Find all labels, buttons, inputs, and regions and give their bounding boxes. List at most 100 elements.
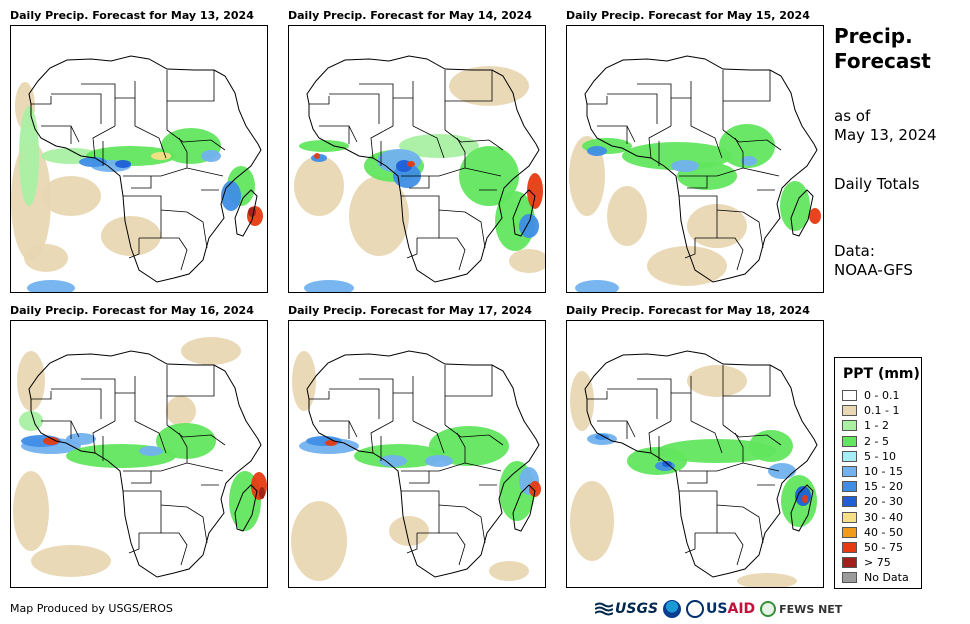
- panel-title: Daily Precip. Forecast for May 18, 2024: [566, 304, 810, 317]
- rain-patch: [292, 351, 316, 411]
- country-border: [734, 432, 744, 463]
- legend-label: 5 - 10: [864, 449, 896, 463]
- country-border: [671, 97, 692, 126]
- africa-map-svg: [11, 55, 263, 292]
- rain-patch: [429, 426, 509, 466]
- country-border: [607, 388, 658, 419]
- country-border: [309, 96, 330, 105]
- legend-swatch: [842, 572, 857, 584]
- rain-patch: [768, 463, 796, 479]
- madagascar-coastline: [512, 189, 536, 237]
- country-border: [319, 125, 358, 143]
- country-border: [679, 462, 780, 472]
- country-border: [587, 96, 608, 105]
- legend-item: No Data: [842, 570, 909, 585]
- country-border: [637, 378, 672, 421]
- precip-map: [566, 320, 824, 588]
- precip-map: [288, 320, 546, 588]
- legend-swatch: [842, 450, 857, 462]
- rain-patch: [587, 146, 607, 156]
- country-border: [393, 97, 414, 126]
- country-border: [115, 97, 136, 126]
- usaid-logo: US AID: [686, 600, 755, 618]
- country-border: [406, 238, 418, 259]
- country-border: [734, 137, 744, 168]
- country-border: [717, 532, 744, 566]
- legend-swatch: [842, 511, 857, 523]
- rain-patch: [17, 351, 45, 411]
- legend-swatch: [842, 435, 857, 447]
- country-border: [167, 365, 215, 397]
- africa-coastline: [584, 350, 818, 578]
- legend-list: 0 - 0.1 0.1 - 1 1 - 2 2 - 5 5 - 10 10 - …: [842, 388, 909, 585]
- rain-patch: [156, 423, 216, 459]
- legend-item: 50 - 75: [842, 540, 909, 555]
- country-border: [329, 388, 380, 419]
- forecast-panel-5: Daily Precip. Forecast for May 17, 2024: [288, 304, 546, 588]
- legend-swatch: [842, 526, 857, 538]
- fews-net-logo: FEWS NET: [760, 601, 842, 617]
- map-credit: Map Produced by USGS/EROS: [10, 602, 173, 615]
- legend-swatch: [842, 557, 857, 569]
- rain-patch: [802, 495, 808, 503]
- country-border: [690, 125, 723, 159]
- country-border: [464, 506, 486, 544]
- africa-map-svg: [294, 55, 545, 292]
- country-border: [409, 176, 430, 189]
- country-border: [359, 83, 394, 126]
- rain-patch: [201, 150, 221, 162]
- rain-patch: [31, 545, 111, 577]
- country-border: [417, 210, 440, 239]
- fews-net-logo-text: FEWS NET: [779, 602, 843, 616]
- country-border: [161, 532, 188, 566]
- country-border: [92, 420, 116, 454]
- noaa-logo-icon: [663, 600, 682, 618]
- country-border: [329, 93, 380, 124]
- legend-label: > 75: [864, 556, 891, 570]
- forecast-panel-2: Daily Precip. Forecast for May 14, 2024: [288, 9, 546, 293]
- country-border: [456, 137, 466, 168]
- country-border: [648, 125, 672, 159]
- country-border: [464, 211, 486, 249]
- rain-patch: [291, 501, 347, 581]
- legend-swatch: [842, 466, 857, 478]
- country-border: [723, 365, 771, 397]
- country-border: [723, 70, 771, 102]
- precip-map: [288, 25, 546, 293]
- rain-patch: [459, 146, 519, 206]
- rain-patch: [607, 186, 647, 246]
- rain-patch: [809, 208, 821, 224]
- legend-label: No Data: [864, 571, 909, 585]
- as-of-date: as of May 13, 2024: [834, 107, 937, 144]
- country-border: [401, 167, 502, 177]
- country-border: [51, 388, 102, 419]
- legend-swatch: [842, 481, 857, 493]
- usaid-logo-prefix: US: [706, 601, 728, 617]
- country-border: [92, 125, 116, 159]
- country-border: [401, 462, 502, 472]
- legend-label: 15 - 20: [864, 480, 903, 494]
- country-border: [51, 93, 102, 124]
- rain-patch: [139, 446, 163, 456]
- usgs-logo: USGS: [595, 601, 658, 617]
- legend-item: 15 - 20: [842, 479, 909, 494]
- country-border: [178, 432, 188, 463]
- africa-coastline: [306, 55, 540, 283]
- rain-patch: [687, 365, 747, 397]
- country-border: [695, 505, 718, 534]
- rain-field: [291, 351, 541, 581]
- rain-patch: [527, 173, 543, 209]
- legend-swatch: [842, 420, 857, 432]
- panel-title: Daily Precip. Forecast for May 13, 2024: [10, 9, 254, 22]
- country-border: [123, 462, 224, 472]
- forecast-panel-4: Daily Precip. Forecast for May 16, 2024: [10, 304, 268, 588]
- partner-logos: USGS US AID FEWS NET: [595, 598, 842, 620]
- legend-item: > 75: [842, 555, 909, 570]
- precip-map: [10, 25, 268, 293]
- rain-patch: [101, 216, 161, 256]
- legend-label: 40 - 50: [864, 525, 903, 539]
- africa-coastline: [28, 55, 262, 283]
- country-border: [406, 533, 418, 554]
- rain-patch: [425, 455, 453, 467]
- country-border: [684, 533, 696, 554]
